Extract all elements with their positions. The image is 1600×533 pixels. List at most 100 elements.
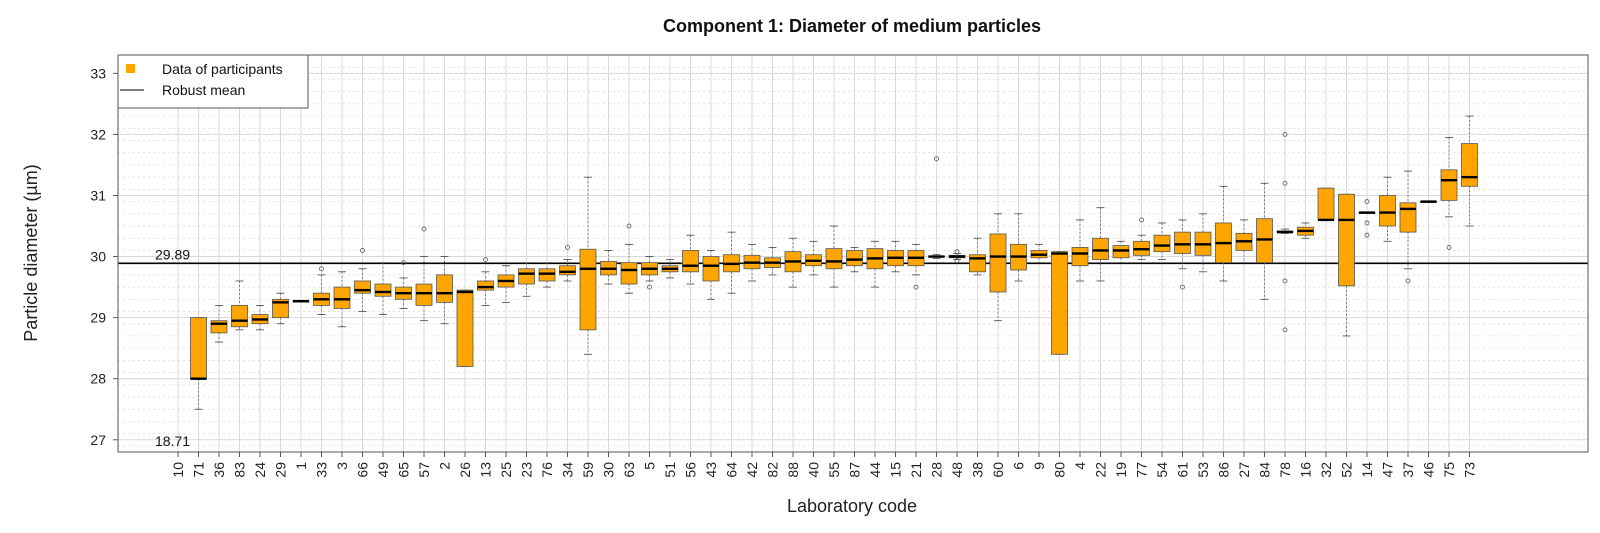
box-body bbox=[1256, 218, 1273, 264]
box-lab-28 bbox=[928, 156, 945, 259]
x-tick-label: 42 bbox=[744, 462, 760, 478]
box-body bbox=[1071, 246, 1089, 267]
box-lab-53 bbox=[1194, 213, 1212, 273]
box-body bbox=[436, 274, 453, 303]
outlier-point bbox=[1364, 220, 1370, 226]
chart-title: Component 1: Diameter of medium particle… bbox=[663, 16, 1041, 36]
box-lab-4 bbox=[1071, 219, 1089, 282]
outlier-point bbox=[1180, 284, 1185, 290]
x-tick-label: 83 bbox=[232, 462, 248, 478]
box-lab-13 bbox=[477, 257, 494, 306]
box-body bbox=[333, 286, 351, 309]
box-body bbox=[682, 250, 699, 273]
box-body bbox=[702, 256, 720, 282]
x-tick-label: 38 bbox=[970, 462, 986, 478]
box-body bbox=[846, 250, 863, 267]
box-body bbox=[190, 317, 207, 380]
box-body bbox=[1461, 143, 1478, 187]
box-lab-82 bbox=[764, 246, 781, 276]
box-lab-36 bbox=[210, 305, 228, 343]
x-tick-label: 3 bbox=[334, 462, 350, 470]
x-tick-label: 37 bbox=[1400, 462, 1416, 478]
offscale-value-label: 18.71 bbox=[155, 433, 190, 449]
box-lab-57 bbox=[415, 226, 433, 322]
box-body bbox=[231, 305, 248, 328]
x-tick-label: 52 bbox=[1339, 462, 1355, 478]
box-body bbox=[477, 280, 494, 291]
x-tick-label: 29 bbox=[273, 462, 289, 478]
box-lab-55 bbox=[825, 225, 843, 288]
x-tick-label: 56 bbox=[683, 462, 699, 478]
robust-mean-label: 29.89 bbox=[155, 246, 190, 262]
box-lab-16 bbox=[1297, 222, 1314, 239]
box-lab-63 bbox=[620, 223, 638, 294]
x-tick-label: 65 bbox=[396, 462, 412, 478]
outlier-point bbox=[954, 249, 960, 255]
box-lab-3 bbox=[333, 271, 351, 328]
x-tick-label: 76 bbox=[539, 462, 555, 478]
box-lab-33 bbox=[313, 266, 330, 315]
box-lab-88 bbox=[784, 237, 802, 288]
outlier-point bbox=[1139, 217, 1144, 223]
box-lab-9 bbox=[1030, 243, 1048, 264]
box-lab-83 bbox=[231, 280, 248, 331]
x-tick-label: 14 bbox=[1359, 462, 1375, 478]
x-tick-label: 24 bbox=[252, 462, 268, 478]
box-lab-59 bbox=[579, 176, 597, 355]
outlier-point bbox=[483, 257, 488, 263]
box-lab-52 bbox=[1338, 193, 1355, 337]
y-tick-label: 31 bbox=[90, 187, 106, 203]
x-tick-label: 15 bbox=[888, 462, 904, 478]
x-tick-label: 6 bbox=[1011, 462, 1027, 470]
y-axis-title: Particle diameter (µm) bbox=[21, 164, 41, 341]
box-lab-32 bbox=[1317, 187, 1335, 222]
x-tick-label: 32 bbox=[1318, 462, 1334, 478]
x-tick-label: 55 bbox=[826, 462, 842, 478]
x-tick-label: 13 bbox=[478, 462, 494, 478]
box-lab-42 bbox=[743, 243, 761, 282]
box-lab-40 bbox=[805, 240, 822, 276]
box-lab-76 bbox=[538, 262, 556, 288]
box-lab-19 bbox=[1112, 240, 1130, 264]
outlier-point bbox=[647, 284, 652, 290]
x-tick-label: 86 bbox=[1216, 462, 1232, 478]
outlier-point bbox=[1364, 232, 1370, 238]
outlier-point bbox=[1282, 278, 1288, 284]
box-lab-61 bbox=[1174, 219, 1191, 290]
outlier-point bbox=[1405, 278, 1411, 284]
x-tick-label: 54 bbox=[1154, 462, 1170, 478]
x-tick-label: 59 bbox=[580, 462, 596, 478]
plot-area: 29.89 18.71 bbox=[117, 54, 1589, 453]
x-tick-label: 22 bbox=[1093, 462, 1109, 478]
box-lab-22 bbox=[1092, 207, 1109, 282]
box-lab-71 bbox=[190, 317, 207, 410]
x-axis-title: Laboratory code bbox=[787, 496, 917, 516]
box-body bbox=[456, 289, 474, 367]
x-tick-label: 30 bbox=[601, 462, 617, 478]
box-body bbox=[1379, 195, 1396, 227]
x-tick-label: 27 bbox=[1236, 462, 1252, 478]
box-lab-48 bbox=[948, 249, 966, 264]
x-tick-label: 73 bbox=[1462, 462, 1478, 478]
box-lab-47 bbox=[1379, 176, 1396, 242]
outlier-point bbox=[1282, 131, 1288, 137]
x-tick-label: 57 bbox=[416, 462, 432, 478]
y-tick-label: 33 bbox=[90, 65, 106, 81]
box-lab-23 bbox=[518, 262, 535, 297]
box-body bbox=[1338, 193, 1355, 287]
x-tick-label: 33 bbox=[314, 462, 330, 478]
x-tick-label: 44 bbox=[867, 462, 883, 478]
x-tick-label: 16 bbox=[1298, 462, 1314, 478]
box-body bbox=[210, 320, 228, 334]
box-lab-64 bbox=[723, 231, 740, 294]
box-lab-30 bbox=[600, 250, 617, 285]
y-tick-label: 30 bbox=[90, 249, 106, 265]
x-tick-label: 21 bbox=[908, 462, 924, 478]
box-lab-38 bbox=[969, 237, 986, 276]
x-tick-label: 80 bbox=[1052, 462, 1068, 478]
y-tick-label: 29 bbox=[90, 310, 106, 326]
outlier-point bbox=[1282, 327, 1288, 333]
outlier-point bbox=[954, 258, 960, 264]
box-body bbox=[559, 265, 576, 276]
y-tick-label: 27 bbox=[90, 432, 106, 448]
